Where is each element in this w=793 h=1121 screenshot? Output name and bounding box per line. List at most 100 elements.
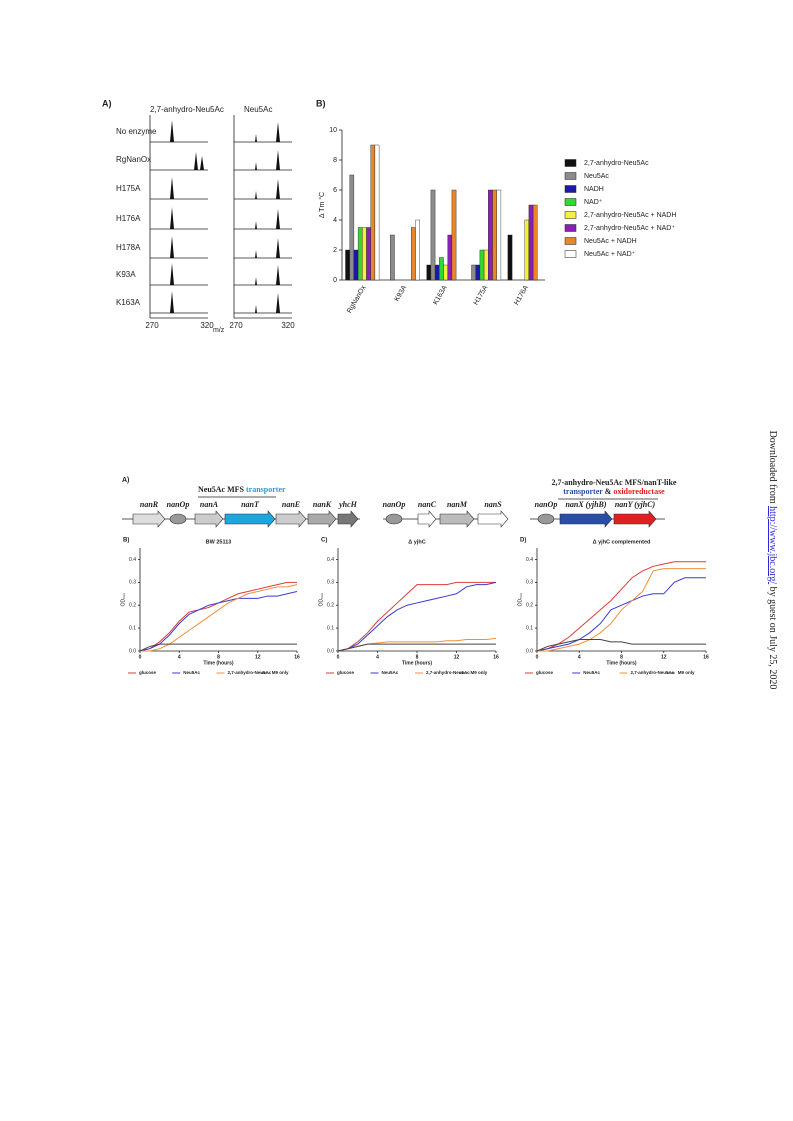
bar xyxy=(451,189,457,281)
legend-label: NAD⁺ xyxy=(584,199,603,206)
subtitle-and: & xyxy=(603,487,614,496)
peak xyxy=(276,293,280,313)
x-tick-label: 8 xyxy=(217,654,220,660)
legend-label: Neu5Ac xyxy=(583,670,600,675)
x-axis-label: Time (hours) xyxy=(606,660,637,666)
gene-label: nanS xyxy=(484,500,502,509)
panel-label: C) xyxy=(321,538,327,544)
series-line xyxy=(536,639,706,652)
x-tick-label: 320 xyxy=(281,321,295,330)
series-line xyxy=(537,568,706,652)
bar xyxy=(496,189,502,281)
y-tick-label: 0.2 xyxy=(526,603,533,609)
row-label: H176A xyxy=(116,214,141,223)
x-tick-label: 16 xyxy=(294,654,300,660)
y-tick-label: 0.0 xyxy=(526,648,533,654)
gene-label: nanY (yjhC) xyxy=(615,500,656,509)
peak xyxy=(170,120,174,142)
operon-title-transporter: transporter xyxy=(246,485,286,494)
x-tick-label: 270 xyxy=(229,321,243,330)
x-tick-label: 4 xyxy=(578,654,581,660)
legend-label: 2,7-anhydro-Neu5Ac xyxy=(584,160,649,167)
gene-arrow xyxy=(477,510,509,528)
x-tick-label: 16 xyxy=(493,654,499,660)
bar xyxy=(532,204,538,281)
peak xyxy=(255,134,257,142)
bar xyxy=(447,234,453,281)
gene-label: nanOp xyxy=(383,500,406,509)
y-tick-label: 0.1 xyxy=(327,625,334,631)
gene-arrow xyxy=(132,510,166,528)
gene-arrow xyxy=(275,510,307,528)
y-tick-label: 2 xyxy=(333,247,337,254)
x-tick-label: 8 xyxy=(620,654,623,660)
row-label: RgNanOx xyxy=(116,155,151,164)
panel-label: A) xyxy=(102,98,112,108)
y-tick-label: 4 xyxy=(333,217,337,224)
bar xyxy=(492,189,497,281)
y-tick-label: 0.3 xyxy=(327,580,334,586)
x-axis-label: Time (hours) xyxy=(402,660,433,666)
x-tick-label: 0 xyxy=(139,654,142,660)
download-note: Downloaded from http://www.jbc.org/ by g… xyxy=(767,431,778,690)
gene-label: nanT xyxy=(241,500,260,509)
legend-swatch xyxy=(564,237,577,245)
y-axis-label: OD₆₀₀ xyxy=(120,593,126,607)
peak xyxy=(255,162,257,170)
peak xyxy=(255,250,257,258)
gene-label: nanM xyxy=(447,500,468,509)
x-tick-label: 12 xyxy=(661,654,667,660)
x-axis-label: Time (hours) xyxy=(203,660,234,666)
y-tick-label: 10 xyxy=(329,127,337,134)
row-label: K93A xyxy=(116,270,136,279)
panel-label: D) xyxy=(520,538,526,544)
bar xyxy=(357,227,363,281)
operon-title: 2,7-anhydro-Neu5Ac MFS/nanT-like xyxy=(552,478,677,487)
row-label: H178A xyxy=(116,243,141,252)
chart-title: BW 25113 xyxy=(206,539,232,545)
bar xyxy=(430,189,436,281)
peak xyxy=(170,177,174,199)
bar xyxy=(353,249,359,281)
gene-arrow xyxy=(439,510,475,528)
series-line xyxy=(337,581,496,652)
bar xyxy=(443,264,448,281)
x-tick-label: K163A xyxy=(432,284,449,306)
gene-arrow xyxy=(307,510,337,528)
download-suffix: by guest on July 25, 2020 xyxy=(767,584,778,689)
gene-label: nanA xyxy=(200,500,219,509)
peak xyxy=(170,291,174,313)
gene-label: nanOp xyxy=(167,500,190,509)
column-header: 2,7-anhydro-Neu5Ac xyxy=(150,105,224,114)
y-tick-label: 0.1 xyxy=(129,625,136,631)
x-tick-label: 0 xyxy=(337,654,340,660)
legend-swatch xyxy=(564,224,577,232)
download-prefix: Downloaded from xyxy=(767,431,778,507)
y-tick-label: 0 xyxy=(333,277,337,284)
gene-arrow xyxy=(559,510,613,528)
gene-label: nanC xyxy=(418,500,437,509)
series-line xyxy=(337,643,496,652)
legend-label: M9 only xyxy=(678,670,695,675)
gene-arrow xyxy=(194,510,224,528)
peak xyxy=(170,207,174,229)
legend-label: 2,7-anhydro-Neu5Ac + NADH xyxy=(584,212,676,219)
download-link[interactable]: http://www.jbc.org/ xyxy=(767,506,778,584)
legend-swatch xyxy=(564,211,577,219)
y-tick-label: 0.0 xyxy=(327,648,334,654)
bar xyxy=(475,264,481,281)
x-tick-label: 0 xyxy=(536,654,539,660)
y-axis-label: Δ Tm °C xyxy=(318,192,326,218)
subtitle-transporter: transporter xyxy=(563,487,603,496)
x-tick-label: 12 xyxy=(255,654,261,660)
y-axis-label: OD₆₀₀ xyxy=(318,593,324,607)
row-label: No enzyme xyxy=(116,127,157,136)
y-tick-label: 0.1 xyxy=(526,625,533,631)
bar xyxy=(488,189,493,281)
chart-title: Δ yjhC xyxy=(408,539,425,545)
y-tick-label: 0.2 xyxy=(327,603,334,609)
x-tick-label: 4 xyxy=(178,654,181,660)
peak xyxy=(170,236,174,258)
series-line xyxy=(139,591,298,652)
